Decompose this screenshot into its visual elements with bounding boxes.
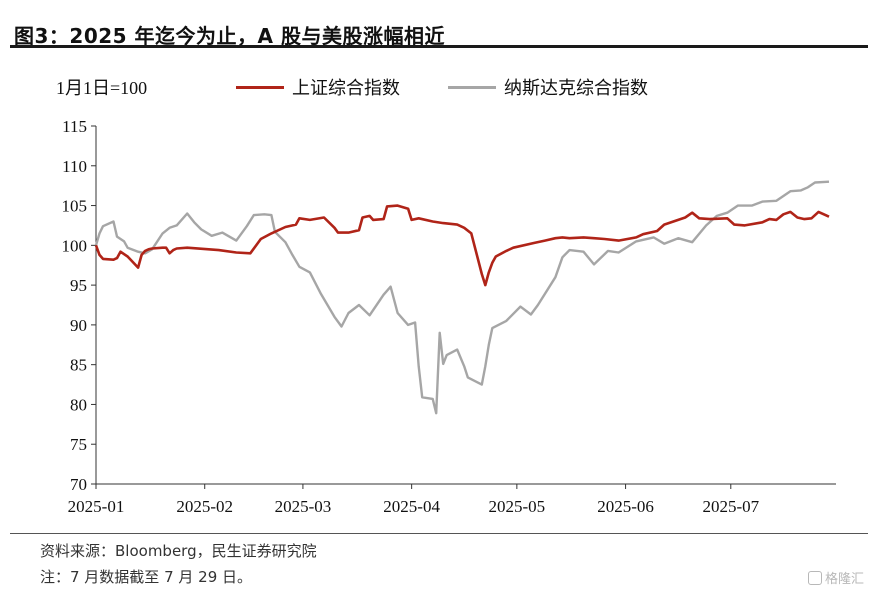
series-layer xyxy=(94,180,830,415)
x-tick-label: 2025-06 xyxy=(597,497,654,516)
y-tick-label: 85 xyxy=(70,356,87,375)
figure-title: 图3：2025 年迄今为止，A 股与美股涨幅相近 xyxy=(14,24,445,48)
footer-rule xyxy=(10,533,868,534)
watermark-text: 格隆汇 xyxy=(825,572,865,587)
x-tick-label: 2025-04 xyxy=(383,497,440,516)
legend-item-shanghai: 上证综合指数 xyxy=(236,74,400,100)
x-tick-label: 2025-07 xyxy=(702,497,759,516)
x-tick-label: 2025-05 xyxy=(489,497,546,516)
watermark: 格隆汇 xyxy=(808,568,864,587)
legend-swatch-nasdaq xyxy=(448,85,496,89)
x-tick-label: 2025-03 xyxy=(275,497,332,516)
y-tick-label: 100 xyxy=(62,236,88,255)
y-tick-label: 95 xyxy=(70,276,87,295)
legend-item-nasdaq: 纳斯达克综合指数 xyxy=(448,74,648,100)
date-note: 注：7 月数据截至 7 月 29 日。 xyxy=(40,568,253,586)
y-tick-label: 115 xyxy=(62,117,87,136)
x-tick-label: 2025-01 xyxy=(68,497,125,516)
source-note: 资料来源：Bloomberg，民生证券研究院 xyxy=(40,542,317,560)
legend-label-shanghai: 上证综合指数 xyxy=(292,78,400,99)
title-rule xyxy=(10,45,868,48)
x-tick-label: 2025-02 xyxy=(176,497,233,516)
legend-swatch-shanghai xyxy=(236,85,284,89)
y-tick-label: 70 xyxy=(70,475,87,494)
legend-label-nasdaq: 纳斯达克综合指数 xyxy=(504,78,648,99)
x-axis-ticks: 2025-01 2025-02 2025-03 2025-04 2025-05 2025-… xyxy=(68,484,760,516)
y-tick-label: 90 xyxy=(70,316,87,335)
y-tick-label: 105 xyxy=(62,197,88,216)
y-tick-label: 110 xyxy=(62,157,87,176)
y-tick-label: 75 xyxy=(70,435,87,454)
watermark-logo-icon xyxy=(808,570,822,585)
index-base-note: 1月1日=100 xyxy=(56,78,148,98)
y-axis-ticks: 70 75 80 85 90 95 100 105 110 115 xyxy=(62,117,96,494)
series-line-shanghai xyxy=(94,204,830,287)
series-line-nasdaq xyxy=(94,180,830,415)
y-tick-label: 80 xyxy=(70,395,87,414)
